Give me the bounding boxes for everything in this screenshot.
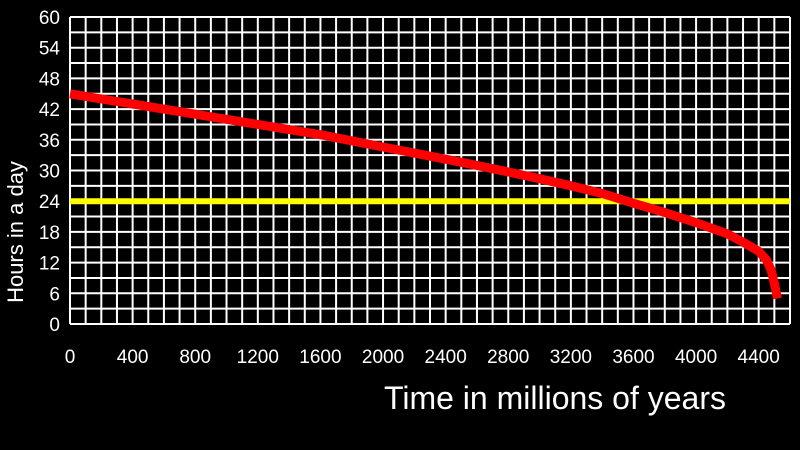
series-line-0 — [69, 89, 782, 300]
x-tick-label: 0 — [65, 347, 76, 368]
series-group — [69, 89, 782, 300]
x-tick-label: 2400 — [425, 347, 467, 368]
x-tick-label: 2000 — [362, 347, 404, 368]
x-tick-label: 2800 — [487, 347, 529, 368]
y-tick-label: 6 — [49, 284, 60, 305]
x-tick-label: 1200 — [237, 347, 279, 368]
y-tick-label: 60 — [39, 8, 60, 29]
x-tick-label: 4400 — [738, 347, 780, 368]
y-tick-label: 18 — [39, 223, 60, 244]
y-tick-label: 0 — [49, 315, 60, 336]
x-axis-title: Time in millions of years — [384, 380, 726, 416]
y-tick-label: 12 — [39, 254, 60, 275]
x-tick-label: 3600 — [612, 347, 654, 368]
x-tick-label: 3200 — [550, 347, 592, 368]
y-tick-label: 24 — [39, 192, 61, 213]
x-tick-label: 4000 — [675, 347, 717, 368]
x-tick-label: 800 — [179, 347, 211, 368]
x-tick-label: 400 — [117, 347, 149, 368]
x-tick-labels: 0 400 800 1200 1600 2000 2400 2800 3200 3600 4000 4… — [65, 347, 780, 368]
y-tick-label: 36 — [39, 131, 60, 152]
x-tick-label: 1600 — [299, 347, 341, 368]
y-axis-title: Hours in a day — [3, 161, 28, 303]
y-tick-label: 42 — [39, 100, 60, 121]
y-tick-label: 48 — [39, 69, 60, 90]
y-tick-label: 54 — [39, 39, 61, 60]
grid — [69, 16, 791, 325]
y-tick-labels: 0 6 12 18 24 30 36 42 48 54 60 — [39, 8, 61, 336]
y-tick-label: 30 — [39, 162, 60, 183]
